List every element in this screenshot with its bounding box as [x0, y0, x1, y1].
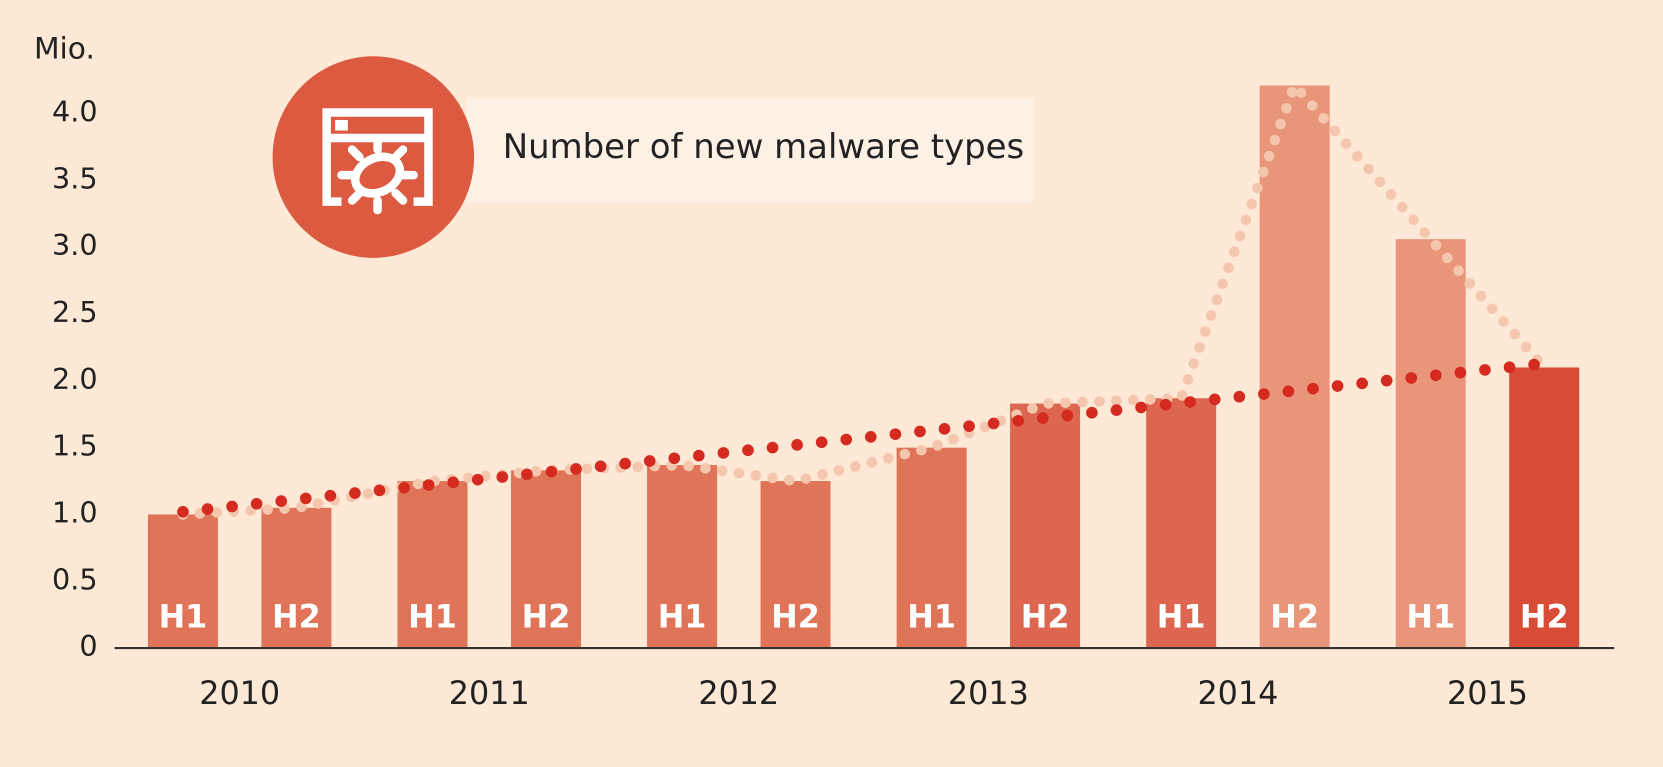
bar-category-label: H1 [1157, 597, 1206, 635]
bar-category-label: H2 [1021, 597, 1070, 635]
malware-icon [322, 108, 433, 215]
bar [1259, 85, 1330, 649]
y-tick-label: 0.5 [52, 562, 98, 596]
y-tick-label: 2.5 [52, 295, 98, 329]
x-group-label: 2010 [199, 674, 280, 712]
bar [1509, 367, 1580, 649]
bar [1010, 403, 1081, 649]
x-group-label: 2013 [948, 674, 1029, 712]
y-tick-label: 3.5 [52, 161, 98, 195]
y-tick-label: 1.0 [52, 495, 98, 529]
bar [147, 514, 218, 649]
bug-body [350, 152, 405, 198]
y-tick-label: 0 [79, 629, 97, 663]
bar-category-label: H1 [907, 597, 956, 635]
bar [647, 465, 718, 649]
trend-line [177, 357, 1551, 518]
y-tick-label: 2.0 [52, 362, 98, 396]
bar-category-label: H2 [1520, 597, 1569, 635]
x-group-label: 2014 [1197, 674, 1278, 712]
bar-category-label: H2 [1270, 597, 1319, 635]
bar-category-label: H1 [1406, 597, 1455, 635]
plot: 0 0.5 1.0 1.5 2.0 2.5 3.0 3.5 4.0 H1 H2 H1 H2 H1 H2 H1 H… [52, 75, 1615, 712]
chart-title: Number of new malware types [503, 128, 1025, 167]
x-group-label: 2012 [698, 674, 779, 712]
bar-category-label: H2 [522, 597, 571, 635]
bar [261, 507, 332, 649]
y-unit: Mio. [34, 31, 95, 66]
bar [397, 481, 468, 649]
bar-category-label: H1 [159, 597, 208, 635]
bar [1146, 398, 1217, 649]
y-tick-label: 4.0 [52, 95, 98, 129]
bar-category-label: H2 [771, 597, 820, 635]
y-tick-label: 1.5 [52, 429, 98, 463]
title-box [466, 97, 1034, 203]
x-group-label: 2011 [449, 674, 530, 712]
window-frame [322, 108, 433, 206]
bar [510, 470, 581, 649]
bar [1395, 239, 1466, 649]
bug-legs [337, 135, 418, 215]
x-group-label: 2015 [1447, 674, 1528, 712]
bar-category-label: H2 [272, 597, 321, 635]
bar [896, 447, 967, 649]
bar [760, 481, 831, 649]
bar-category-label: H1 [408, 597, 457, 635]
bar-category-label: H1 [658, 597, 707, 635]
y-tick-label: 3.0 [52, 228, 98, 262]
window-button [335, 119, 348, 131]
